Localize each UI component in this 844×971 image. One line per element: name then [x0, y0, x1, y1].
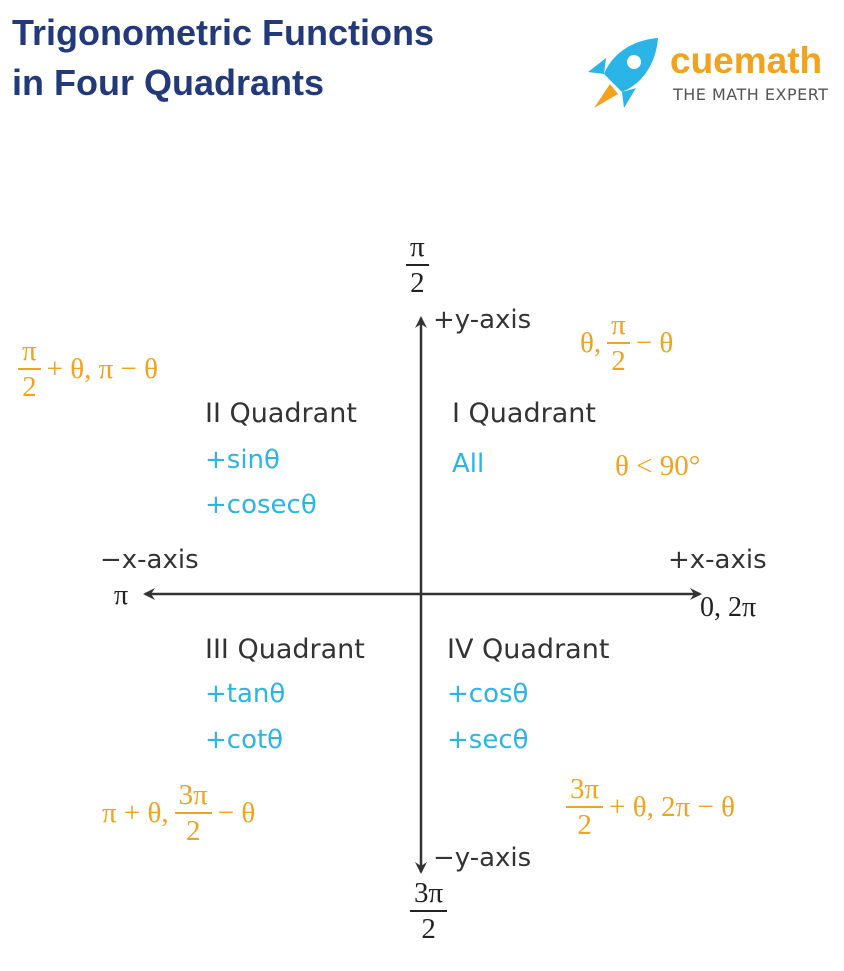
title-line: Trigonometric Functions — [12, 12, 435, 53]
bottom-angle: 3π 2 — [410, 878, 448, 946]
logo-rocket — [588, 38, 658, 108]
title-line: in Four Quadrants — [12, 62, 325, 103]
prefix: π + θ, — [102, 796, 169, 829]
function: +tanθ — [205, 679, 286, 709]
numerator: 3π — [410, 878, 448, 913]
denominator: 2 — [421, 913, 436, 946]
denominator: 2 — [577, 809, 592, 842]
function: +cotθ — [205, 725, 284, 755]
denominator: 2 — [185, 815, 201, 848]
axis-label: −y-axis — [433, 843, 532, 873]
axis-label: −x-axis — [100, 545, 199, 575]
quadrant-name: II Quadrant — [205, 398, 357, 429]
axis-label: +x-axis — [668, 545, 767, 575]
suffix: + θ, π − θ — [46, 352, 159, 385]
numerator: 3π — [566, 774, 604, 809]
denominator: 2 — [22, 371, 37, 404]
prefix: θ, — [580, 326, 602, 359]
suffix: − θ — [217, 796, 256, 829]
denominator: 2 — [410, 267, 425, 300]
suffix: + θ, 2π − θ — [609, 790, 736, 823]
logo-name: cuemath — [670, 40, 823, 81]
quadrant-angles: π + θ, 3π 2 − θ — [102, 780, 255, 847]
quadrant-angles: 3π 2 + θ, 2π − θ — [566, 774, 735, 841]
numerator: π — [607, 310, 630, 345]
axis-label: +y-axis — [433, 305, 532, 335]
condition: θ < 90° — [615, 450, 701, 482]
quadrant-name: I Quadrant — [452, 398, 596, 429]
denominator: 2 — [611, 345, 626, 378]
quadrant-name: III Quadrant — [205, 634, 365, 665]
left-angle: π — [114, 580, 129, 611]
right-angle: 0, 2π — [700, 592, 757, 623]
function: All — [452, 449, 485, 479]
quadrant-name: IV Quadrant — [447, 634, 610, 665]
numerator: π — [406, 232, 429, 267]
function: +sinθ — [205, 445, 280, 475]
function: +cosθ — [447, 679, 529, 709]
suffix: − θ — [635, 326, 674, 359]
function: +cosecθ — [205, 490, 317, 520]
numerator: 3π — [174, 780, 212, 815]
function: +secθ — [447, 725, 529, 755]
logo-tagline: THE MATH EXPERT — [673, 85, 829, 104]
numerator: π — [18, 336, 41, 371]
